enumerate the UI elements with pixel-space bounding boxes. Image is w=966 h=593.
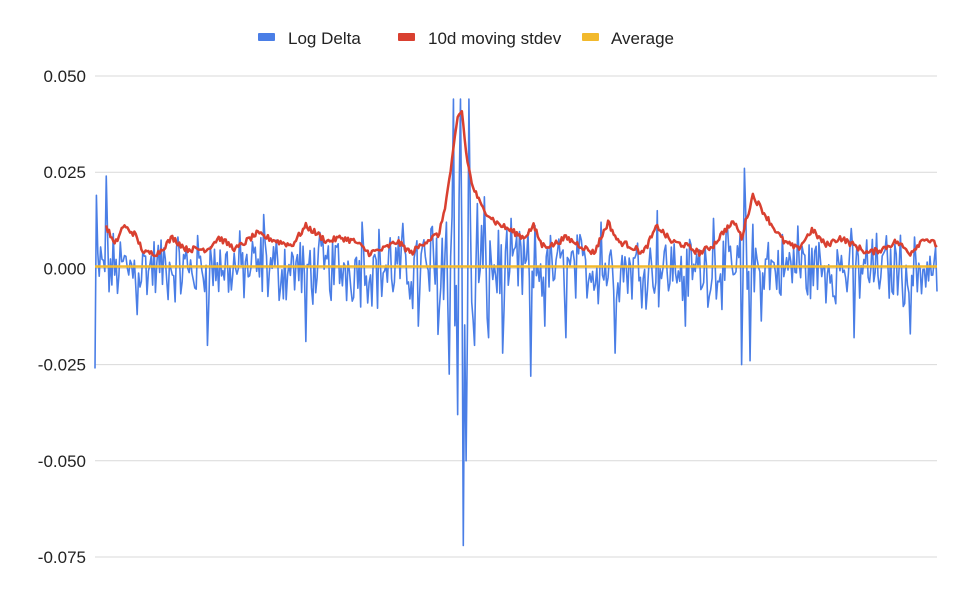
gridlines (95, 75, 937, 558)
legend-label: 10d moving stdev (428, 29, 562, 48)
y-axis-ticks: 0.050 0.025 0.000 -0.025 -0.050 -0.075 (38, 67, 86, 567)
y-tick-label: 0.000 (43, 259, 86, 278)
legend-label: Log Delta (288, 29, 361, 48)
series-log-delta-line (94, 98, 938, 547)
y-tick-label: 0.050 (43, 67, 86, 86)
y-tick-label: -0.025 (38, 356, 86, 375)
y-tick-label: -0.050 (38, 452, 86, 471)
y-tick-label: 0.025 (43, 163, 86, 182)
legend-swatch (582, 33, 599, 41)
legend: Log Delta 10d moving stdev Average (258, 29, 674, 48)
y-tick-label: -0.075 (38, 548, 86, 567)
legend-swatch (398, 33, 415, 41)
legend-label: Average (611, 29, 674, 48)
plot-area (94, 98, 938, 547)
series-10d-moving-stdev-line (105, 109, 938, 258)
legend-swatch (258, 33, 275, 41)
